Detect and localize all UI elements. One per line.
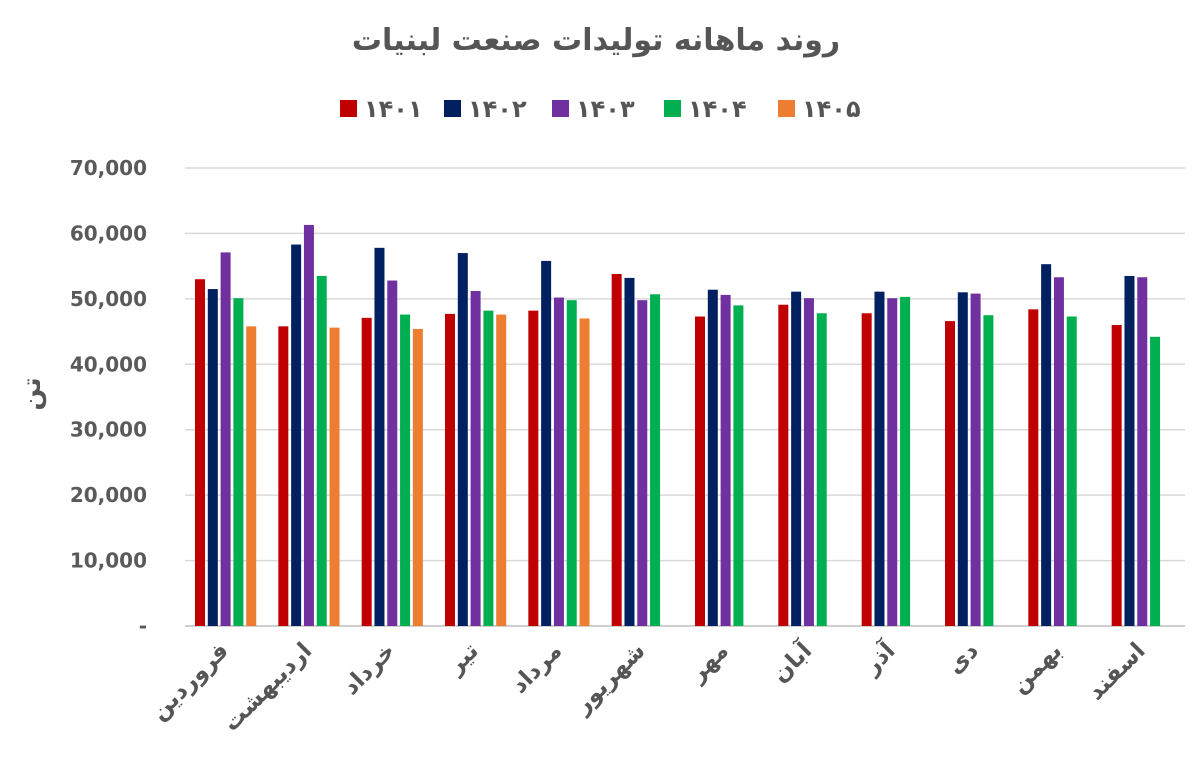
bar	[861, 313, 872, 626]
bar	[195, 279, 205, 626]
y-axis-title: تن	[17, 377, 47, 410]
x-tick-label: خرداد	[338, 638, 400, 700]
bar	[483, 310, 494, 626]
bar	[945, 321, 955, 626]
gridlines	[185, 167, 1185, 627]
bar	[316, 275, 327, 626]
legend-label: ۱۴۰۵	[802, 95, 861, 123]
bar	[1041, 264, 1052, 626]
bar	[733, 305, 744, 626]
bar	[496, 314, 507, 626]
x-tick-label: شهریور	[569, 638, 651, 720]
bar	[553, 297, 564, 626]
legend: ۱۴۰۱ ۱۴۰۲ ۱۴۰۳ ۱۴۰۴ ۱۴۰۵	[340, 95, 861, 123]
bars	[195, 224, 1161, 627]
bar	[816, 313, 827, 626]
x-tick-label: اسفند	[1083, 638, 1151, 706]
bar	[1137, 277, 1148, 626]
bar	[778, 304, 789, 626]
y-tick-label: 60,000	[70, 221, 147, 245]
bar	[803, 298, 814, 626]
bar	[887, 298, 898, 626]
bar	[220, 252, 231, 626]
bar	[983, 315, 994, 626]
bar	[791, 291, 802, 626]
bar	[400, 314, 411, 626]
chart-title: روند ماهانه تولیدات صنعت لبنیات	[352, 23, 840, 58]
bar	[695, 316, 705, 626]
y-axis-ticks: - 10,000 20,000 30,000 40,000 50,000 60,000 70,…	[70, 156, 147, 638]
legend-swatch	[444, 100, 461, 117]
bar	[720, 294, 731, 626]
x-tick-label: بهمن	[1006, 638, 1067, 699]
bar	[278, 326, 289, 626]
bar	[387, 280, 398, 626]
bar	[246, 326, 257, 626]
bar	[291, 244, 302, 626]
bar	[445, 313, 455, 626]
bar	[970, 293, 981, 626]
bar	[470, 291, 481, 626]
x-tick-label: تیر	[442, 638, 484, 680]
legend-label: ۱۴۰۲	[468, 95, 527, 123]
legend-swatch	[552, 100, 569, 117]
y-tick-label: 40,000	[70, 352, 147, 376]
legend-swatch	[778, 100, 795, 117]
bar	[624, 277, 635, 626]
x-tick-label: اردیبهشت	[218, 638, 317, 737]
bar	[1066, 316, 1077, 626]
bar	[1053, 277, 1064, 626]
legend-label: ۱۴۰۳	[576, 95, 635, 123]
x-tick-label: آبان	[765, 635, 818, 688]
x-tick-label: مهر	[684, 638, 734, 688]
bar	[528, 310, 539, 626]
bar	[374, 247, 385, 626]
bar	[1111, 325, 1122, 626]
y-tick-label: 70,000	[70, 156, 147, 180]
y-tick-label: 50,000	[70, 287, 147, 311]
bar	[457, 253, 468, 627]
bar	[874, 291, 885, 626]
x-tick-label: مرداد	[506, 638, 567, 699]
bar	[412, 328, 423, 626]
y-tick-label: -	[139, 614, 147, 638]
legend-label: ۱۴۰۱	[364, 95, 423, 123]
bar	[707, 289, 718, 626]
y-tick-label: 30,000	[70, 418, 147, 442]
bar	[650, 294, 661, 626]
bar	[637, 300, 648, 626]
legend-swatch	[664, 100, 681, 117]
bar	[566, 300, 577, 626]
bar	[207, 289, 218, 626]
bar	[329, 327, 340, 626]
bar	[900, 296, 911, 626]
bar	[303, 224, 314, 626]
bar	[1124, 275, 1135, 626]
y-tick-label: 10,000	[70, 549, 147, 573]
bar	[1028, 309, 1039, 626]
legend-swatch	[340, 100, 357, 117]
x-tick-label: دی	[942, 638, 984, 680]
x-tick-label: فروردین	[146, 638, 234, 726]
bar	[1150, 336, 1161, 626]
x-tick-label: آذر	[856, 635, 901, 680]
y-axis-title-group: تن	[17, 377, 47, 410]
bar	[541, 260, 552, 626]
bar	[579, 318, 590, 626]
bar	[611, 273, 622, 626]
bar	[233, 298, 244, 626]
y-tick-label: 20,000	[70, 483, 147, 507]
legend-label: ۱۴۰۴	[688, 95, 747, 123]
bar	[957, 292, 968, 626]
bar	[361, 317, 372, 626]
